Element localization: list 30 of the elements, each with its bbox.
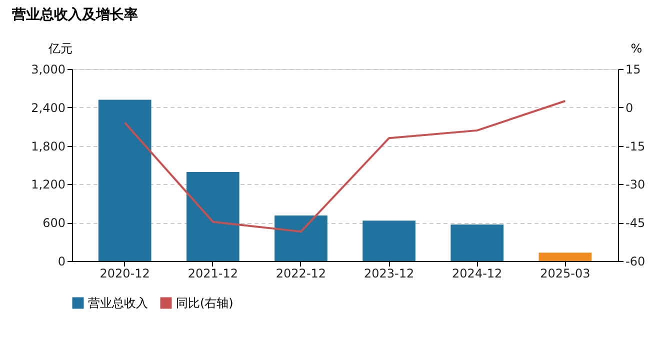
bar bbox=[98, 100, 152, 261]
x-tick-label: 2025-03 bbox=[540, 266, 590, 280]
y-tick-label: 1,200 bbox=[31, 178, 66, 192]
y-axis-title: 亿元 bbox=[48, 42, 72, 56]
legend-label: 同比(右轴) bbox=[176, 296, 234, 310]
x-tick-label: 2022-12 bbox=[276, 266, 326, 280]
bar bbox=[274, 216, 328, 261]
legend-label: 营业总收入 bbox=[88, 296, 148, 310]
x-tick-label: 2020-12 bbox=[100, 266, 150, 280]
y2-tick-label: -15 bbox=[626, 139, 646, 154]
bar bbox=[186, 172, 240, 261]
x-tick-label: 2021-12 bbox=[188, 266, 238, 280]
bar bbox=[450, 224, 504, 261]
x-tick-label: 2024-12 bbox=[452, 266, 502, 280]
chart-title: 营业总收入及增长率 bbox=[11, 6, 138, 23]
y2-axis-title: % bbox=[630, 42, 642, 56]
y2-tick-label: -60 bbox=[626, 254, 646, 268]
bar bbox=[362, 220, 416, 261]
y-tick-label: 1,800 bbox=[31, 139, 66, 154]
y-tick-label: 600 bbox=[42, 216, 66, 230]
y-tick-label: 2,400 bbox=[31, 100, 66, 115]
line-series bbox=[124, 100, 566, 233]
y2-tick-label: -30 bbox=[626, 178, 646, 192]
y2-tick-label: 15 bbox=[626, 62, 641, 76]
y-tick-label: 3,000 bbox=[31, 62, 66, 76]
y2-tick-label: -45 bbox=[626, 216, 646, 230]
x-tick-label: 2023-12 bbox=[364, 266, 414, 280]
y-tick-label: 0 bbox=[58, 254, 66, 268]
bar bbox=[538, 252, 592, 261]
y2-tick-label: 0 bbox=[626, 100, 634, 115]
